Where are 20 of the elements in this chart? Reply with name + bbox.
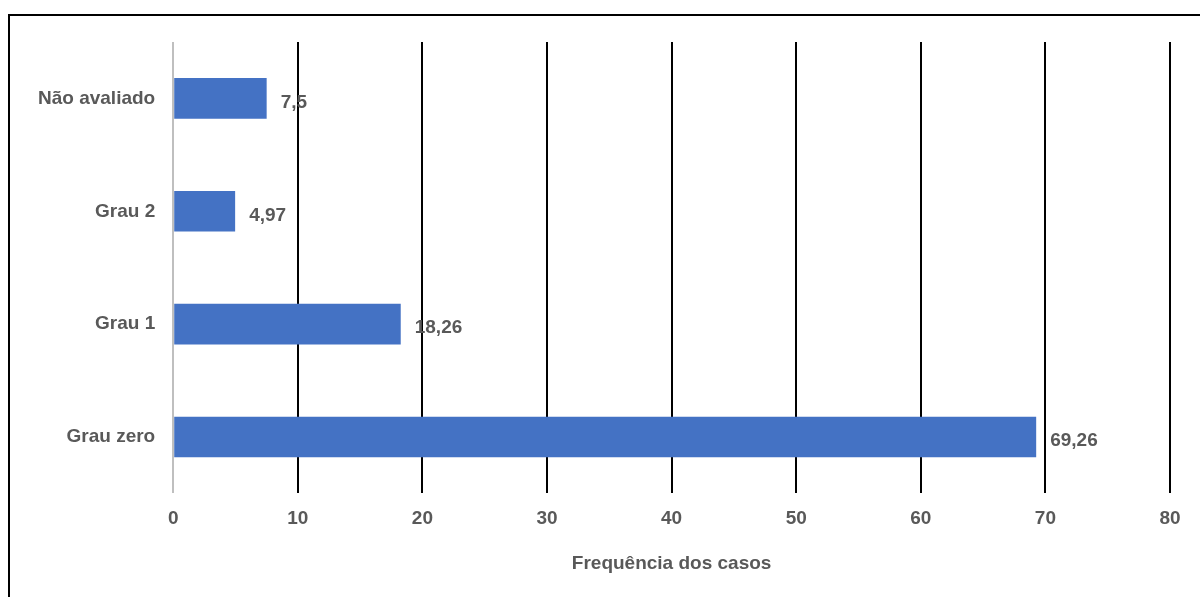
bar [174,78,267,119]
y-tick-label: Grau zero [66,425,156,447]
y-tick-label: Grau 2 [95,199,156,221]
x-tick-label: 10 [287,507,309,529]
x-tick-label: 50 [785,507,807,529]
bar [174,416,1037,458]
data-label: 4,97 [249,203,287,225]
x-tick-label: 30 [536,507,558,529]
data-label: 69,26 [1050,429,1098,451]
x-tick-label: 40 [661,507,683,529]
x-tick-label: 80 [1159,507,1181,529]
x-tick-label: 0 [167,507,179,529]
x-tick-label: 20 [411,507,433,529]
x-axis-title: Frequência dos casos [571,551,772,573]
y-tick-label: Grau 1 [95,312,156,334]
bar [174,190,236,232]
y-tick-label: Não avaliado [37,86,156,108]
bar [174,303,401,345]
x-tick-label: 70 [1034,507,1056,529]
x-tick-label: 60 [910,507,932,529]
